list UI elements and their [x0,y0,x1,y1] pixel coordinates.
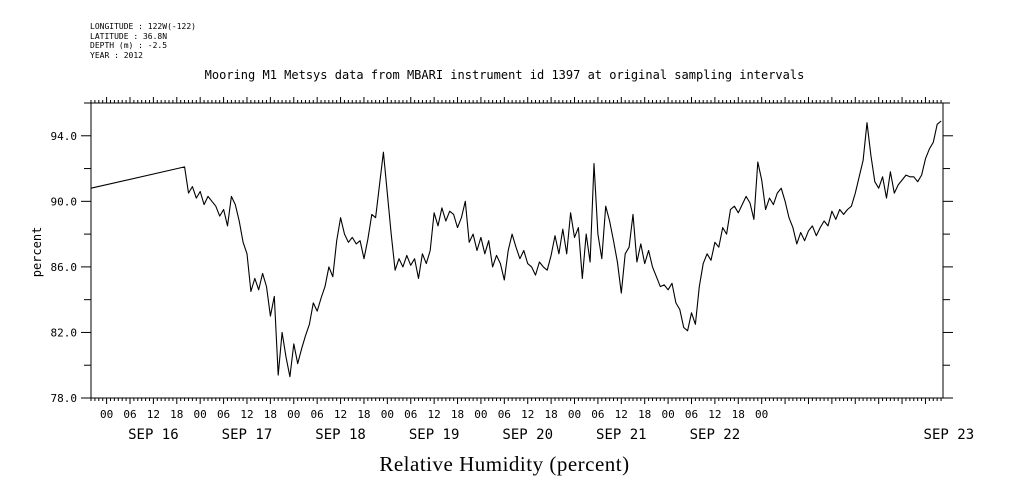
x-hour-tick-label: 00 [100,408,113,421]
x-day-label: SEP 19 [409,427,460,443]
x-day-label: SEP 16 [128,427,179,443]
x-hour-tick-label: 18 [170,408,183,421]
x-day-label: SEP 21 [596,427,647,443]
x-hour-tick-label: 18 [357,408,370,421]
y-axis-label: percent [30,227,44,278]
x-hour-tick-label: 00 [661,408,674,421]
x-hour-tick-label: 18 [732,408,745,421]
latitude-text: LATITUDE : 36.8N [90,31,168,41]
x-hour-tick-label: 06 [311,408,324,421]
humidity-series-line [90,120,942,378]
longitude-text: LONGITUDE : 122W(-122) [90,22,196,31]
x-hour-tick-label: 12 [708,408,721,421]
year-text: YEAR : 2012 [90,50,143,60]
x-hour-tick-label: 18 [638,408,651,421]
x-hour-tick-label: 12 [334,408,347,421]
chart-title: Mooring M1 Metsys data from MBARI instru… [204,68,805,82]
x-day-label: SEP 23 [924,427,975,443]
depth-text: DEPTH (m) : -2.5 [90,41,168,50]
x-hour-tick-label: 18 [264,408,277,421]
y-tick-label: 86.0 [51,261,78,274]
x-hour-tick-label: 00 [381,408,394,421]
y-tick-label: 94.0 [51,130,78,143]
x-hour-tick-label: 18 [451,408,464,421]
x-hour-tick-label: 06 [217,408,230,421]
plot-frame [90,102,944,399]
y-tick-label: 90.0 [51,195,78,208]
x-day-label: SEP 18 [315,427,366,443]
x-hour-tick-label: 12 [521,408,534,421]
x-day-label: SEP 20 [502,427,553,443]
metadata-block: LONGITUDE : 122W(-122) LATITUDE : 36.8N … [90,22,196,60]
x-hour-tick-label: 06 [685,408,698,421]
x-day-label: SEP 17 [222,427,273,443]
y-tick-label: 82.0 [51,326,78,339]
x-hour-tick-label: 00 [474,408,487,421]
x-hour-tick-label: 06 [591,408,604,421]
x-hour-tick-label: 12 [428,408,441,421]
x-hour-tick-label: 06 [498,408,511,421]
x-hour-tick-label: 12 [147,408,160,421]
x-hour-tick-label: 18 [544,408,557,421]
x-day-label: SEP 22 [690,427,741,443]
y-tick-label: 78.0 [51,392,78,405]
chart-caption: Relative Humidity (percent) [379,452,630,476]
x-hour-tick-label: 00 [287,408,300,421]
x-hour-tick-label: 00 [755,408,768,421]
x-hour-tick-label: 06 [404,408,417,421]
x-hour-tick-label: 12 [240,408,253,421]
x-hour-tick-label: 12 [615,408,628,421]
x-hour-tick-label: 06 [123,408,136,421]
x-hour-tick-label: 00 [568,408,581,421]
x-hour-tick-label: 00 [194,408,207,421]
